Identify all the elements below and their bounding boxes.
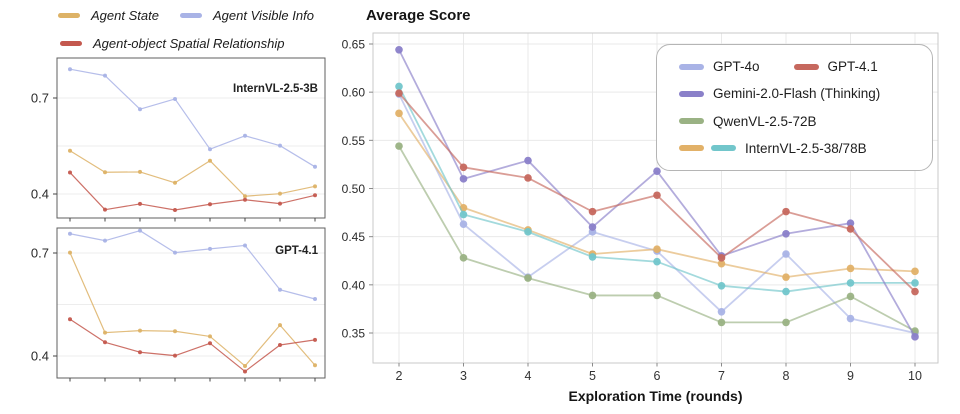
mini-legend-label: Agent Visible Info	[213, 8, 314, 23]
legend-item-gpt-4o: GPT-4o	[679, 59, 760, 74]
qwenvl-swatch-icon	[679, 118, 704, 125]
gpt-4-1-swatch-icon	[793, 63, 819, 70]
svg-text:7: 7	[718, 369, 725, 383]
mini-legend-label: Agent State	[91, 8, 159, 23]
svg-text:0.40: 0.40	[342, 278, 366, 292]
legend-row: QwenVL-2.5-72B	[679, 114, 932, 129]
mini-legend-item-agent-visible-info: Agent Visible Info	[180, 8, 314, 23]
legend-row: Gemini-2.0-Flash (Thinking)	[679, 86, 932, 101]
legend-label: QwenVL-2.5-72B	[713, 113, 817, 129]
svg-text:4: 4	[525, 369, 532, 383]
svg-text:3: 3	[460, 369, 467, 383]
legend-row: GPT-4o GPT-4.1	[679, 59, 932, 74]
mini-legend-label: Agent-object Spatial Relationship	[93, 36, 285, 51]
svg-text:0.4: 0.4	[31, 187, 49, 202]
x-axis-label: Exploration Time (rounds)	[568, 388, 743, 404]
legend-label: Gemini-2.0-Flash (Thinking)	[713, 86, 881, 102]
gpt-4o-swatch-icon	[679, 63, 704, 70]
svg-text:0.45: 0.45	[342, 230, 366, 244]
svg-text:0.7: 0.7	[31, 91, 49, 106]
agent-visible-info-swatch-icon	[180, 13, 202, 18]
chart-internvl-2-5-3b-mini: 0.7 0.4 InternVL-2.5-3B	[31, 57, 326, 222]
legend-label: GPT-4o	[713, 59, 760, 75]
legend-row: InternVL-2.5-38/78B	[679, 141, 932, 156]
series-internvl-2-5-38-78b-teal-	[395, 82, 919, 296]
mini-chart-title: InternVL-2.5-3B	[233, 83, 318, 95]
legend-label: GPT-4.1	[827, 59, 878, 75]
svg-text:9: 9	[847, 369, 854, 383]
svg-text:0.55: 0.55	[342, 134, 366, 148]
chart-gpt-4-1-mini: 0.7 0.4 GPT-4.1	[31, 227, 326, 382]
main-chart-title: Average Score	[366, 7, 471, 24]
series-agent-object-spatial-relationship	[68, 170, 317, 212]
svg-text:0.7: 0.7	[31, 246, 49, 261]
legend-item-gpt-4-1: GPT-4.1	[793, 59, 878, 75]
svg-text:5: 5	[589, 369, 596, 383]
series-gemini-2-0-flash-thinking-	[395, 45, 919, 341]
agent-state-swatch-icon	[58, 13, 80, 18]
series-agent-state	[68, 250, 317, 368]
mini-legend-item-agent-object-spatial: Agent-object Spatial Relationship	[60, 36, 285, 51]
series-agent-state	[68, 148, 317, 199]
series-agent-visible-info	[68, 67, 317, 169]
legend-item-internvl-2-5-38-78b: InternVL-2.5-38/78B	[679, 141, 867, 156]
series-agent-visible-info	[68, 228, 317, 302]
internvl-teal-swatch-icon	[711, 145, 736, 152]
svg-text:6: 6	[654, 369, 661, 383]
svg-text:0.50: 0.50	[342, 182, 366, 196]
series-agent-object-spatial-relationship	[68, 317, 317, 374]
legend-label: InternVL-2.5-38/78B	[745, 140, 867, 156]
mini-chart-title: GPT-4.1	[275, 245, 318, 257]
svg-text:0.65: 0.65	[342, 38, 366, 52]
svg-text:2: 2	[396, 369, 403, 383]
internvl-orange-swatch-icon	[679, 145, 704, 152]
legend-item-qwenvl-2-5-72b: QwenVL-2.5-72B	[679, 114, 817, 129]
legend-item-gemini-2-0-flash: Gemini-2.0-Flash (Thinking)	[679, 86, 880, 101]
agent-object-spatial-swatch-icon	[60, 41, 82, 46]
svg-text:10: 10	[908, 369, 922, 383]
svg-text:0.35: 0.35	[342, 327, 366, 341]
mini-legend-item-agent-state: Agent State	[58, 8, 159, 23]
main-chart-legend: GPT-4o GPT-4.1 Gemini-2.0-Flash (Thinkin…	[656, 44, 933, 171]
series-gpt-4-1	[395, 89, 919, 296]
svg-text:8: 8	[783, 369, 790, 383]
gemini-swatch-icon	[679, 90, 704, 97]
svg-text:0.60: 0.60	[342, 86, 366, 100]
series-qwenvl-2-5-72b	[395, 142, 919, 335]
svg-text:0.4: 0.4	[31, 349, 49, 364]
